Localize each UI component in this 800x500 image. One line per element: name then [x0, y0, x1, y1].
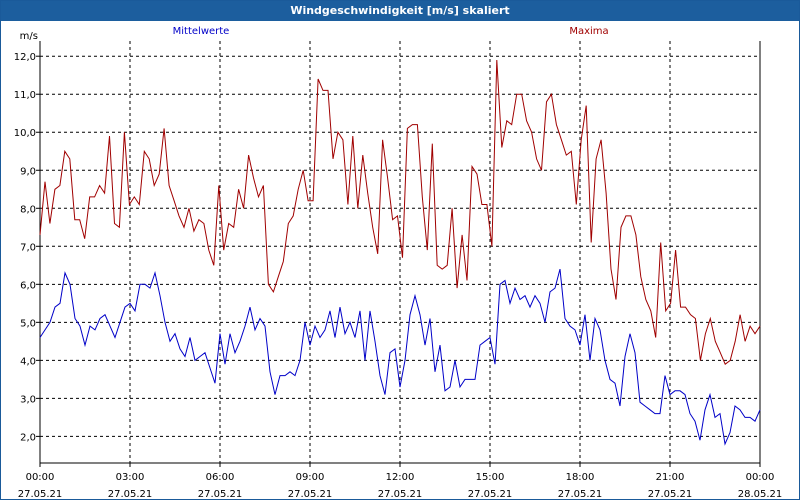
grid-lines	[40, 41, 760, 463]
chart-axes	[36, 41, 761, 467]
y-tick-label: 8,0	[20, 204, 36, 215]
x-tick-time: 12:00	[386, 472, 415, 483]
line-chart: 2,0 3,0 4,0 5,0 6,0 7,0 8,0 9,0 10,0 11,0 12,0 00:0…	[14, 26, 783, 499]
x-tick-time: 15:00	[476, 472, 505, 483]
legend-mittelwerte: Mittelwerte	[173, 26, 230, 37]
y-tick-label: 7,0	[20, 242, 36, 253]
y-tick-label: 5,0	[20, 318, 36, 329]
window-title: Windgeschwindigkeit [m/s] skaliert	[1, 1, 799, 21]
x-tick-date: 27.05.21	[468, 489, 513, 499]
x-tick-time: 00:00	[746, 472, 775, 483]
y-tick-label: 3,0	[20, 394, 36, 405]
x-tick-date: 27.05.21	[198, 489, 243, 499]
y-tick-label: 12,0	[14, 52, 36, 63]
x-tick-date: 27.05.21	[378, 489, 423, 499]
series-layer	[39, 59, 761, 446]
y-tick-label: 11,0	[14, 90, 36, 101]
x-tick-time: 06:00	[206, 472, 235, 483]
series-line-mittelwerte	[39, 268, 761, 446]
legend-maxima: Maxima	[569, 26, 608, 37]
x-tick-date: 28.05.21	[738, 489, 783, 499]
y-tick-label: 4,0	[20, 356, 36, 367]
y-tick-label: 10,0	[14, 128, 36, 139]
x-tick-date: 27.05.21	[108, 489, 153, 499]
x-tick-time: 09:00	[296, 472, 325, 483]
x-tick-date: 27.05.21	[648, 489, 693, 499]
y-tick-label: 9,0	[20, 166, 36, 177]
series-line-maxima	[39, 59, 761, 365]
x-tick-time: 18:00	[566, 472, 595, 483]
x-tick-time: 21:00	[656, 472, 685, 483]
y-tick-label: 6,0	[20, 280, 36, 291]
x-tick-time: 03:00	[116, 472, 145, 483]
axis-labels: 2,0 3,0 4,0 5,0 6,0 7,0 8,0 9,0 10,0 11,0 12,0 00:0…	[14, 26, 783, 499]
x-tick-date: 27.05.21	[558, 489, 603, 499]
y-axis-label: m/s	[20, 31, 38, 42]
x-tick-date: 27.05.21	[288, 489, 333, 499]
y-tick-label: 2,0	[20, 432, 36, 443]
x-tick-time: 00:00	[26, 472, 55, 483]
x-tick-date: 27.05.21	[18, 489, 63, 499]
